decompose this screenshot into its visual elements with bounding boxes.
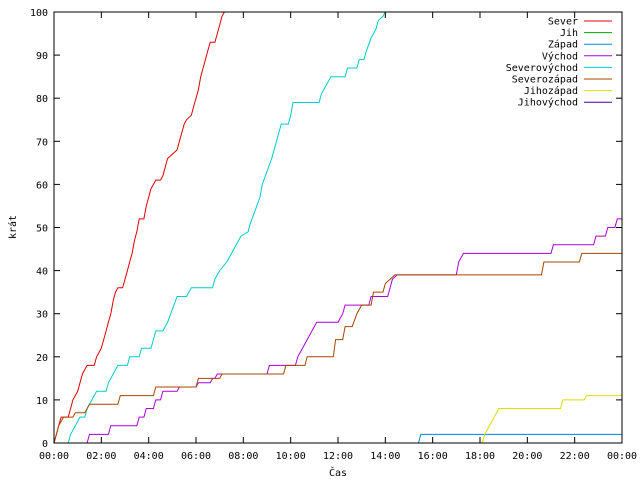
y-tick-label-8: 80 (36, 94, 48, 105)
x-tick-label-4: 08:00 (228, 451, 258, 462)
legend-label-3: Východ (542, 50, 578, 62)
series-line-6 (481, 395, 622, 444)
legend-label-2: Západ (548, 39, 578, 51)
legend-label-1: Jih (560, 28, 578, 39)
y-axis-label: krát (7, 215, 19, 239)
tick-labels: 00:00 02:00 04:00 06:00 08:00 10:00 12:00 14:00… (30, 8, 637, 462)
x-axis-label: Čas (329, 466, 347, 479)
x-tick-label-3: 06:00 (181, 451, 211, 462)
y-tick-label-10: 100 (30, 8, 48, 19)
legend-label-0: Sever (548, 17, 578, 28)
x-tick-label-11: 22:00 (560, 451, 590, 462)
y-tick-label-6: 60 (36, 180, 48, 191)
x-tick-label-1: 02:00 (86, 451, 116, 462)
legend-label-6: Jihozápad (524, 85, 578, 97)
y-tick-label-4: 40 (36, 267, 48, 278)
x-tick-label-8: 16:00 (418, 451, 448, 462)
x-tick-label-7: 14:00 (370, 451, 400, 462)
x-tick-label-0: 00:00 (39, 451, 69, 462)
y-tick-label-9: 90 (36, 51, 48, 62)
y-tick-label-1: 10 (36, 396, 48, 407)
y-tick-label-3: 30 (36, 310, 48, 321)
x-tick-label-6: 12:00 (323, 451, 353, 462)
legend-label-4: Severovýchod (506, 62, 578, 74)
y-tick-label-2: 20 (36, 353, 48, 364)
x-tick-label-10: 20:00 (512, 451, 542, 462)
y-tick-label-7: 70 (36, 137, 48, 148)
plot-lines (53, 11, 622, 444)
series-line-5 (53, 252, 622, 444)
legend-label-5: Severozápad (512, 74, 578, 86)
x-tick-label-12: 00:00 (607, 451, 637, 462)
series-line-4 (67, 11, 386, 444)
series-line-2 (418, 433, 622, 444)
x-tick-label-5: 10:00 (276, 451, 306, 462)
series-line-0 (53, 11, 225, 444)
x-tick-label-9: 18:00 (465, 451, 495, 462)
x-tick-label-2: 04:00 (134, 451, 164, 462)
y-tick-label-5: 50 (36, 224, 48, 235)
legend: SeverJihZápadVýchodSeverovýchodSeverozáp… (506, 17, 612, 109)
legend-label-7: Jihovýchod (518, 97, 578, 109)
ticks (53, 11, 623, 444)
y-tick-label-0: 0 (42, 439, 48, 450)
series-line-3 (86, 218, 622, 444)
